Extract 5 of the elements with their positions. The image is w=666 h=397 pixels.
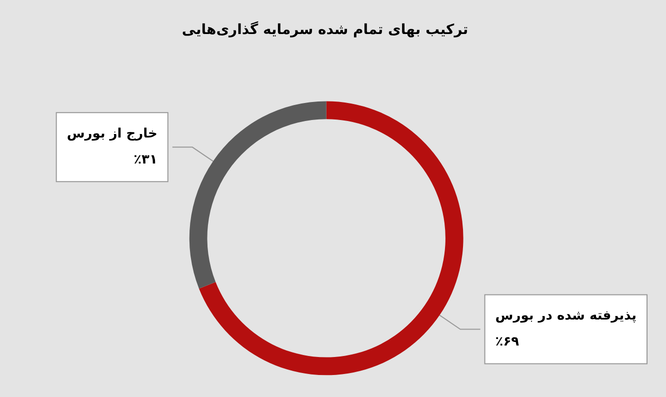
data-label: ٪۳۱ <box>134 152 158 168</box>
slice-label: پذیرفته شده در بورس <box>495 308 637 324</box>
chart-title: ترکیب بهای تمام شده سرمایه گذاری‌هایی <box>182 21 468 38</box>
data-label: ٪۶۹ <box>495 334 520 350</box>
slice-label: خارج از بورس <box>66 126 158 142</box>
